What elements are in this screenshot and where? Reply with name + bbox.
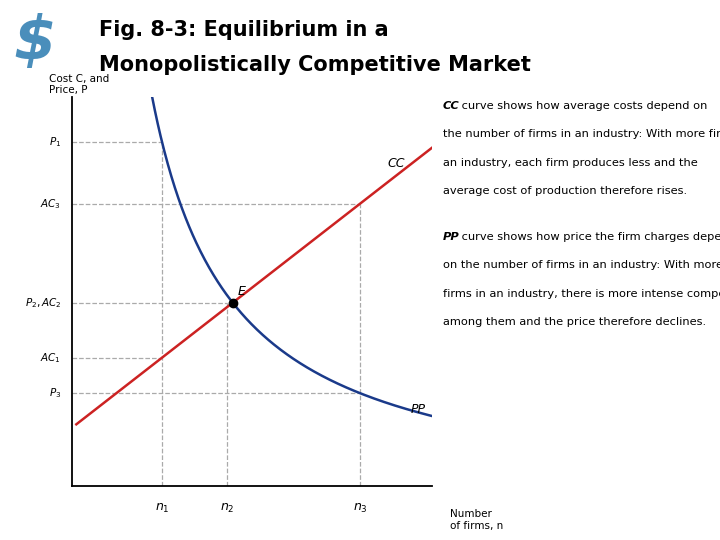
Text: curve shows how average costs depend on: curve shows how average costs depend on [458,101,707,111]
Text: PP: PP [443,232,459,242]
Text: on the number of firms in an industry: With more: on the number of firms in an industry: W… [443,260,720,271]
Text: 8-11: 8-11 [684,515,709,525]
Text: Fig. 8-3: Equilibrium in a: Fig. 8-3: Equilibrium in a [99,19,388,39]
Text: Cost C, and
Price, P: Cost C, and Price, P [48,74,109,96]
Text: firms in an industry, there is more intense competition: firms in an industry, there is more inte… [443,289,720,299]
Text: an industry, each firm produces less and the: an industry, each firm produces less and… [443,158,698,168]
Text: CC: CC [387,157,405,170]
Text: $P_1$: $P_1$ [49,135,61,149]
Text: $n_3$: $n_3$ [353,502,367,515]
Text: $AC_1$: $AC_1$ [40,351,61,364]
Text: the number of firms in an industry: With more firms in: the number of firms in an industry: With… [443,130,720,139]
Text: curve shows how price the firm charges depends: curve shows how price the firm charges d… [458,232,720,242]
Text: E: E [238,285,246,298]
Text: $n_2$: $n_2$ [220,502,234,515]
Text: $AC_3$: $AC_3$ [40,197,61,211]
Text: Number
of firms, n: Number of firms, n [450,509,503,531]
Text: CC: CC [443,101,459,111]
Text: $P_2, AC_2$: $P_2, AC_2$ [24,296,61,309]
Text: $n_1$: $n_1$ [155,502,169,515]
Text: $: $ [14,14,56,72]
Text: average cost of production therefore rises.: average cost of production therefore ris… [443,186,687,196]
Text: $P_3$: $P_3$ [49,386,61,400]
Text: among them and the price therefore declines.: among them and the price therefore decli… [443,318,706,327]
Text: PP: PP [410,403,426,416]
Text: Copyright ©2015 Pearson Education, Inc.  All rights reserved.: Copyright ©2015 Pearson Education, Inc. … [11,515,333,525]
Text: Monopolistically Competitive Market: Monopolistically Competitive Market [99,55,531,75]
